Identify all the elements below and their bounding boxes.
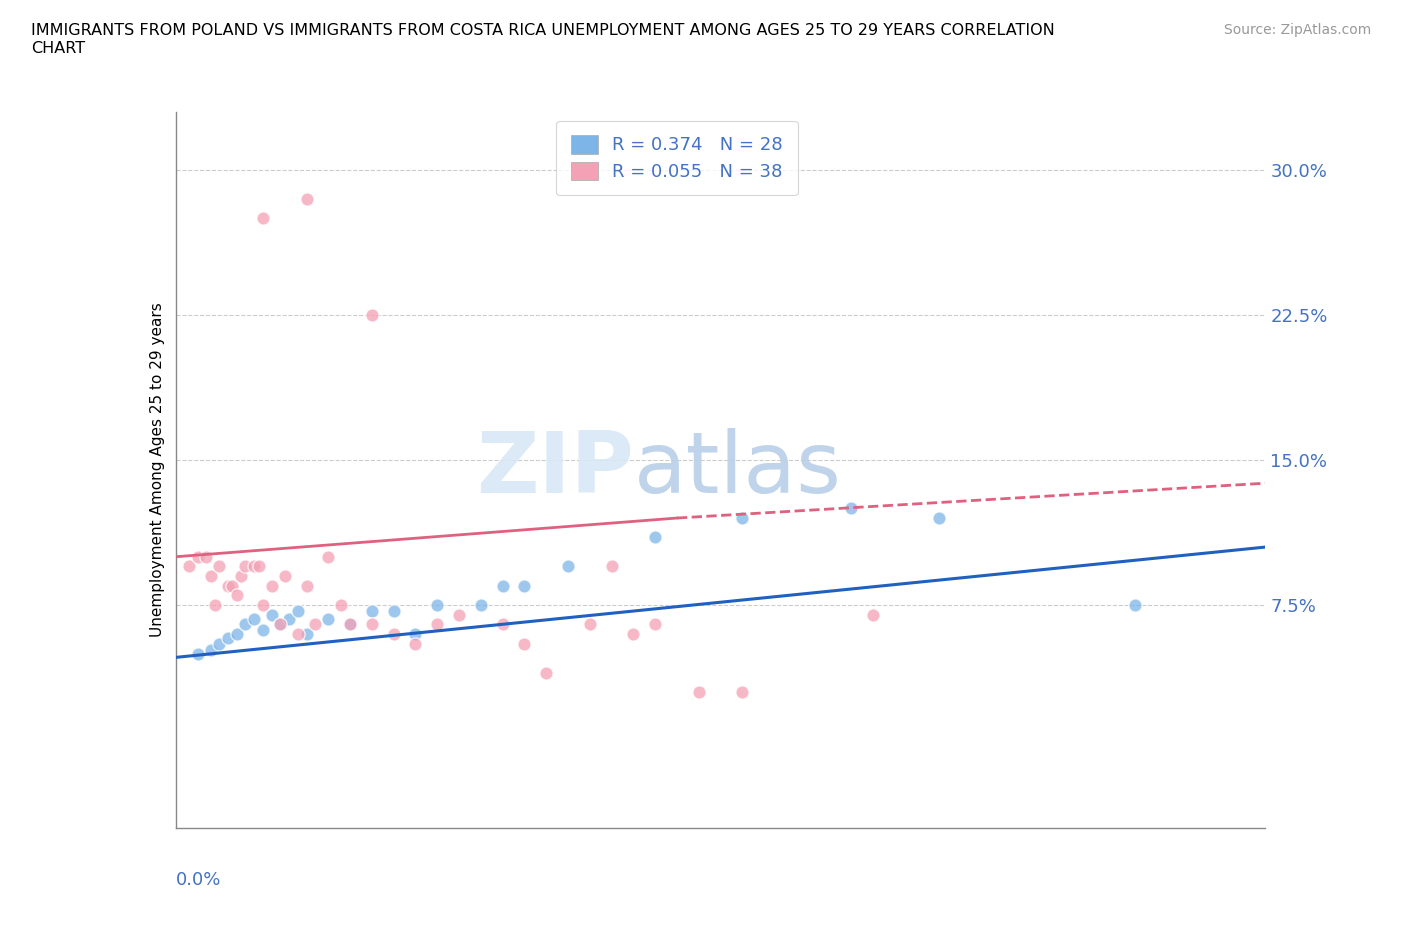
Point (260, 578, 283, 593)
Point (513, 636, 536, 651)
Point (186, 646, 209, 661)
Point (862, 607, 884, 622)
Point (534, 666, 557, 681)
Point (295, 578, 318, 593)
Text: Source: ZipAtlas.com: Source: ZipAtlas.com (1223, 23, 1371, 37)
Point (405, 636, 427, 651)
Point (731, 684, 754, 699)
Point (208, 636, 231, 651)
Point (330, 598, 353, 613)
Point (318, 550, 340, 565)
Point (243, 611, 266, 626)
Point (360, 604, 382, 618)
Point (360, 617, 382, 631)
Point (318, 611, 340, 626)
Point (492, 617, 515, 631)
Point (295, 627, 318, 642)
Point (426, 617, 449, 631)
Point (621, 627, 644, 642)
Point (247, 559, 270, 574)
Point (200, 643, 222, 658)
Text: 0.0%: 0.0% (176, 870, 221, 889)
Point (269, 617, 291, 631)
Point (513, 578, 536, 593)
Point (177, 559, 200, 574)
Text: IMMIGRANTS FROM POLAND VS IMMIGRANTS FROM COSTA RICA UNEMPLOYMENT AMONG AGES 25 : IMMIGRANTS FROM POLAND VS IMMIGRANTS FRO… (31, 23, 1054, 56)
Point (252, 623, 274, 638)
Y-axis label: Unemployment Among Ages 25 to 29 years: Unemployment Among Ages 25 to 29 years (149, 302, 165, 637)
Point (304, 617, 326, 631)
Point (287, 604, 309, 618)
Point (339, 617, 361, 631)
Point (579, 617, 602, 631)
Point (339, 617, 361, 631)
Point (295, 192, 318, 206)
Point (382, 604, 405, 618)
Legend: R = 0.374   N = 28, R = 0.055   N = 38: R = 0.374 N = 28, R = 0.055 N = 38 (557, 121, 797, 195)
Point (221, 578, 243, 593)
Point (731, 511, 754, 525)
Point (278, 611, 301, 626)
Point (382, 627, 405, 642)
Point (447, 607, 470, 622)
Point (644, 617, 666, 631)
Point (225, 588, 247, 603)
Text: ZIP: ZIP (475, 428, 633, 512)
Point (252, 598, 274, 613)
Point (225, 627, 247, 642)
Point (841, 501, 863, 516)
Point (492, 578, 515, 593)
Point (274, 568, 297, 583)
Point (644, 530, 666, 545)
Point (287, 627, 309, 642)
Point (260, 607, 283, 622)
Point (928, 511, 950, 525)
Point (217, 578, 239, 593)
Point (269, 617, 291, 631)
Point (235, 559, 257, 574)
Point (231, 568, 253, 583)
Point (426, 598, 449, 613)
Point (688, 684, 710, 699)
Point (200, 568, 222, 583)
Point (235, 617, 257, 631)
Point (186, 550, 209, 565)
Point (208, 559, 231, 574)
Point (405, 627, 427, 642)
Point (470, 598, 492, 613)
Point (600, 559, 623, 574)
Point (204, 598, 226, 613)
Text: atlas: atlas (633, 428, 841, 512)
Point (195, 550, 218, 565)
Point (217, 631, 239, 645)
Point (243, 559, 266, 574)
Point (360, 308, 382, 323)
Point (557, 559, 579, 574)
Point (252, 210, 274, 225)
Point (1123, 598, 1146, 613)
